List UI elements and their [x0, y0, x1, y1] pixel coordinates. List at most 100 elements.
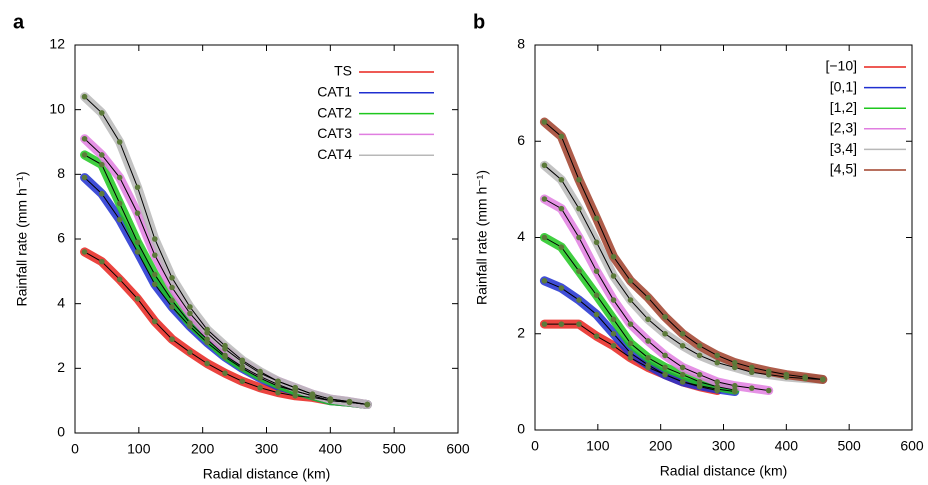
data-point — [151, 281, 158, 288]
data-point — [292, 384, 299, 391]
data-point — [81, 174, 88, 181]
data-point — [576, 321, 582, 327]
legend-label: [0,1] — [830, 78, 857, 94]
legend-label: CAT4 — [317, 146, 352, 162]
data-point — [116, 276, 123, 283]
data-point — [169, 275, 175, 281]
y-tick-label: 6 — [57, 230, 65, 246]
data-point — [99, 258, 105, 265]
y-tick-label: 0 — [57, 424, 65, 440]
data-point — [610, 330, 617, 337]
data-point — [204, 360, 210, 367]
data-point — [541, 162, 548, 169]
y-tick-label: 4 — [57, 294, 65, 310]
data-point — [169, 284, 175, 291]
data-point — [627, 278, 634, 284]
x-tick-label: 200 — [649, 438, 673, 454]
data-point — [696, 379, 703, 385]
data-point — [783, 371, 790, 378]
data-point — [541, 119, 548, 125]
y-tick-label: 0 — [517, 421, 525, 437]
data-point — [558, 133, 565, 140]
data-point — [558, 285, 565, 291]
x-axis-label: Radial distance (km) — [660, 463, 788, 479]
y-tick-label: 12 — [49, 36, 65, 52]
y-tick-label: 10 — [49, 100, 65, 116]
data-point — [275, 378, 281, 385]
data-point — [765, 387, 772, 394]
data-point — [627, 297, 634, 303]
data-point — [81, 93, 88, 100]
x-tick-label: 400 — [319, 441, 343, 457]
data-point — [662, 330, 668, 337]
legend-label: [−10] — [825, 58, 857, 74]
data-point — [541, 278, 548, 284]
data-point — [364, 401, 371, 408]
data-point — [645, 362, 651, 368]
data-point — [346, 398, 353, 405]
data-point — [714, 379, 721, 385]
data-point — [748, 369, 755, 376]
data-point — [645, 294, 651, 301]
data-point — [732, 387, 738, 393]
data-point — [679, 342, 686, 349]
legend-label: [3,4] — [830, 140, 857, 156]
data-point — [610, 297, 617, 303]
legend-label: CAT3 — [317, 125, 352, 141]
x-tick-label: 200 — [191, 441, 215, 457]
data-point — [541, 234, 548, 241]
data-point — [645, 316, 651, 323]
x-tick-label: 300 — [255, 441, 279, 457]
data-point — [802, 374, 808, 380]
legend-label: [4,5] — [830, 161, 857, 177]
data-point — [593, 292, 600, 299]
data-point — [593, 311, 600, 318]
data-point — [610, 342, 617, 349]
data-point — [81, 249, 88, 255]
data-point — [732, 382, 738, 389]
data-point — [239, 357, 246, 364]
data-point — [239, 363, 246, 370]
data-point — [819, 376, 826, 383]
y-tick-label: 6 — [517, 132, 525, 148]
data-point — [169, 297, 175, 304]
x-axis-label: Radial distance (km) — [203, 466, 331, 482]
series-line — [544, 280, 735, 392]
legend-label: CAT1 — [317, 84, 352, 100]
data-point — [257, 368, 263, 375]
data-point — [187, 349, 193, 355]
x-tick-label: 600 — [446, 441, 470, 457]
data-point — [222, 352, 228, 359]
data-point — [169, 336, 175, 343]
data-point — [679, 371, 686, 378]
data-point — [765, 368, 772, 375]
data-point — [679, 364, 686, 371]
data-point — [134, 249, 141, 255]
data-point — [627, 355, 634, 361]
x-tick-label: 500 — [382, 441, 406, 457]
y-tick-label: 2 — [517, 324, 525, 340]
x-tick-label: 400 — [775, 438, 799, 454]
data-point — [558, 321, 565, 327]
y-tick-label: 4 — [517, 228, 525, 244]
legend-label: TS — [334, 63, 352, 79]
data-point — [204, 326, 210, 333]
data-point — [134, 239, 141, 246]
legend-label: [2,3] — [830, 120, 857, 136]
data-point — [732, 364, 738, 371]
data-point — [662, 371, 668, 378]
data-point — [222, 370, 228, 376]
x-tick-label: 100 — [127, 441, 151, 457]
data-point — [541, 321, 548, 327]
data-point — [732, 359, 738, 366]
y-axis-label: Rainfall rate (mm h⁻¹) — [14, 172, 30, 307]
data-point — [99, 110, 105, 116]
data-point — [81, 152, 88, 158]
x-tick-label: 0 — [71, 441, 79, 457]
data-point — [558, 176, 565, 183]
x-tick-label: 100 — [586, 438, 610, 454]
data-point — [645, 338, 651, 344]
x-tick-label: 600 — [900, 438, 924, 454]
data-point — [187, 310, 193, 317]
